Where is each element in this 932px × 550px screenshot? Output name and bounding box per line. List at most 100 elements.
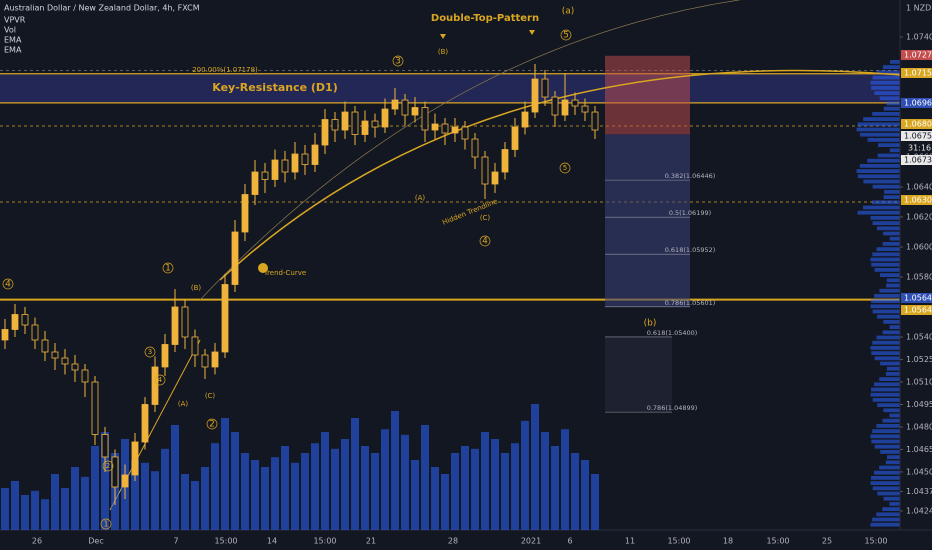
- fib-label: 0.786(1.05601): [665, 299, 716, 307]
- volume-profile-bar: [873, 470, 900, 475]
- x-tick-label: 26: [32, 537, 42, 546]
- candle-body: [151, 366, 159, 405]
- volume-bar: [421, 425, 429, 530]
- candle-body: [11, 314, 19, 330]
- candle-body: [271, 159, 279, 180]
- candle-body: [561, 99, 569, 116]
- volume-profile-bar: [860, 132, 900, 137]
- annotation: 3: [395, 57, 401, 67]
- volume-profile-bar: [883, 195, 900, 199]
- volume-profile-bar: [871, 387, 900, 392]
- volume-profile-bar: [871, 439, 900, 444]
- price-badge: [901, 68, 932, 78]
- volume-bar: [251, 460, 259, 530]
- candle-body: [581, 105, 589, 113]
- candle-body: [591, 111, 599, 131]
- volume-profile-bar: [880, 361, 900, 366]
- x-tick-label: 15:00: [214, 537, 237, 546]
- x-tick-label: 28: [448, 537, 458, 546]
- candle-body: [211, 351, 219, 368]
- wave-circle: [2, 278, 14, 290]
- volume-bar: [561, 429, 569, 530]
- y-tick-label: 1.04800: [906, 422, 932, 431]
- y-tick-label: 1.05250: [906, 355, 932, 364]
- volume-bar: [521, 420, 529, 530]
- annotation: (b): [644, 319, 657, 329]
- candle-body: [511, 126, 519, 150]
- volume-profile-bar: [871, 299, 900, 303]
- volume-profile-bar: [856, 127, 900, 132]
- candle-body: [351, 111, 359, 135]
- annotation: Key-Resistance (D1): [212, 81, 338, 94]
- candle-body: [401, 99, 409, 116]
- volume-profile-bar: [890, 60, 900, 64]
- volume-profile-bar: [867, 138, 900, 142]
- candle-body: [81, 369, 89, 383]
- volume-profile-bar: [882, 242, 900, 246]
- candle-body: [501, 149, 509, 173]
- indicator: Vol: [4, 26, 16, 35]
- volume-bar: [21, 495, 29, 530]
- volume-profile-bar: [889, 148, 900, 153]
- candle-body: [321, 119, 329, 146]
- candle-body: [131, 441, 139, 476]
- marker-triangle: [529, 30, 535, 35]
- fib-label: 0.5(1.06199): [669, 209, 711, 217]
- volume-bar: [381, 429, 389, 530]
- candle-body: [421, 107, 429, 131]
- fib-label: 0.786(1.04899): [647, 404, 698, 412]
- candle-body: [191, 336, 199, 356]
- volume-bar: [171, 425, 179, 530]
- annotation: 2: [209, 420, 215, 430]
- volume-profile-bar: [882, 65, 900, 69]
- wave-circle: [102, 460, 114, 472]
- price-badge-label: 1.06807: [904, 120, 932, 129]
- x-tick-label: 6: [567, 537, 572, 546]
- candle-body: [471, 138, 479, 158]
- volume-profile-bar: [883, 106, 900, 111]
- candle-body: [201, 354, 209, 368]
- volume-bar: [511, 443, 519, 530]
- volume-bar: [271, 457, 279, 530]
- candle-body: [571, 99, 579, 107]
- price-badge-label: 1.05649: [904, 294, 932, 303]
- volume-bar: [321, 432, 329, 530]
- annotation: 4: [482, 237, 488, 247]
- volume-bar: [241, 453, 249, 530]
- y-tick-label: 1.06000: [906, 243, 932, 252]
- price-badge: [901, 98, 932, 108]
- candle-body: [541, 78, 549, 98]
- risk-box: [605, 55, 690, 135]
- volume-profile-bar: [862, 205, 900, 210]
- price-badge: [901, 155, 932, 165]
- candle-body: [291, 153, 299, 173]
- volume-profile-bar: [880, 450, 900, 454]
- annotation: Double-Top-Pattern: [431, 13, 539, 24]
- symbol-title: Australian Dollar / New Zealand Dollar, …: [4, 4, 200, 13]
- price-badge: [901, 119, 932, 129]
- volume-bar: [401, 434, 409, 530]
- candle-body: [391, 99, 399, 110]
- volume-bar: [101, 432, 109, 530]
- annotation: 200.00%(1.07178): [192, 66, 258, 74]
- volume-profile-bar: [872, 340, 900, 345]
- candle-body: [181, 306, 189, 338]
- volume-profile-bar: [877, 491, 900, 496]
- candle-body: [531, 78, 539, 113]
- trend-curve: [219, 69, 901, 281]
- volume-profile-bar: [870, 392, 900, 397]
- volume-profile-bar: [857, 210, 900, 215]
- annotation: 4: [158, 376, 163, 384]
- price-badge: [901, 131, 932, 141]
- annotation: (C): [480, 214, 491, 222]
- volume-profile-bar: [872, 252, 900, 257]
- volume-profile-bar: [889, 502, 900, 506]
- volume-profile-bar: [867, 158, 900, 163]
- annotation: (B): [191, 284, 202, 292]
- wave-circle: [479, 235, 491, 247]
- price-badge-label: 1.07275: [904, 51, 932, 60]
- candle-body: [51, 351, 59, 359]
- volume-profile-bar: [877, 314, 900, 319]
- volume-profile-bar: [872, 75, 900, 80]
